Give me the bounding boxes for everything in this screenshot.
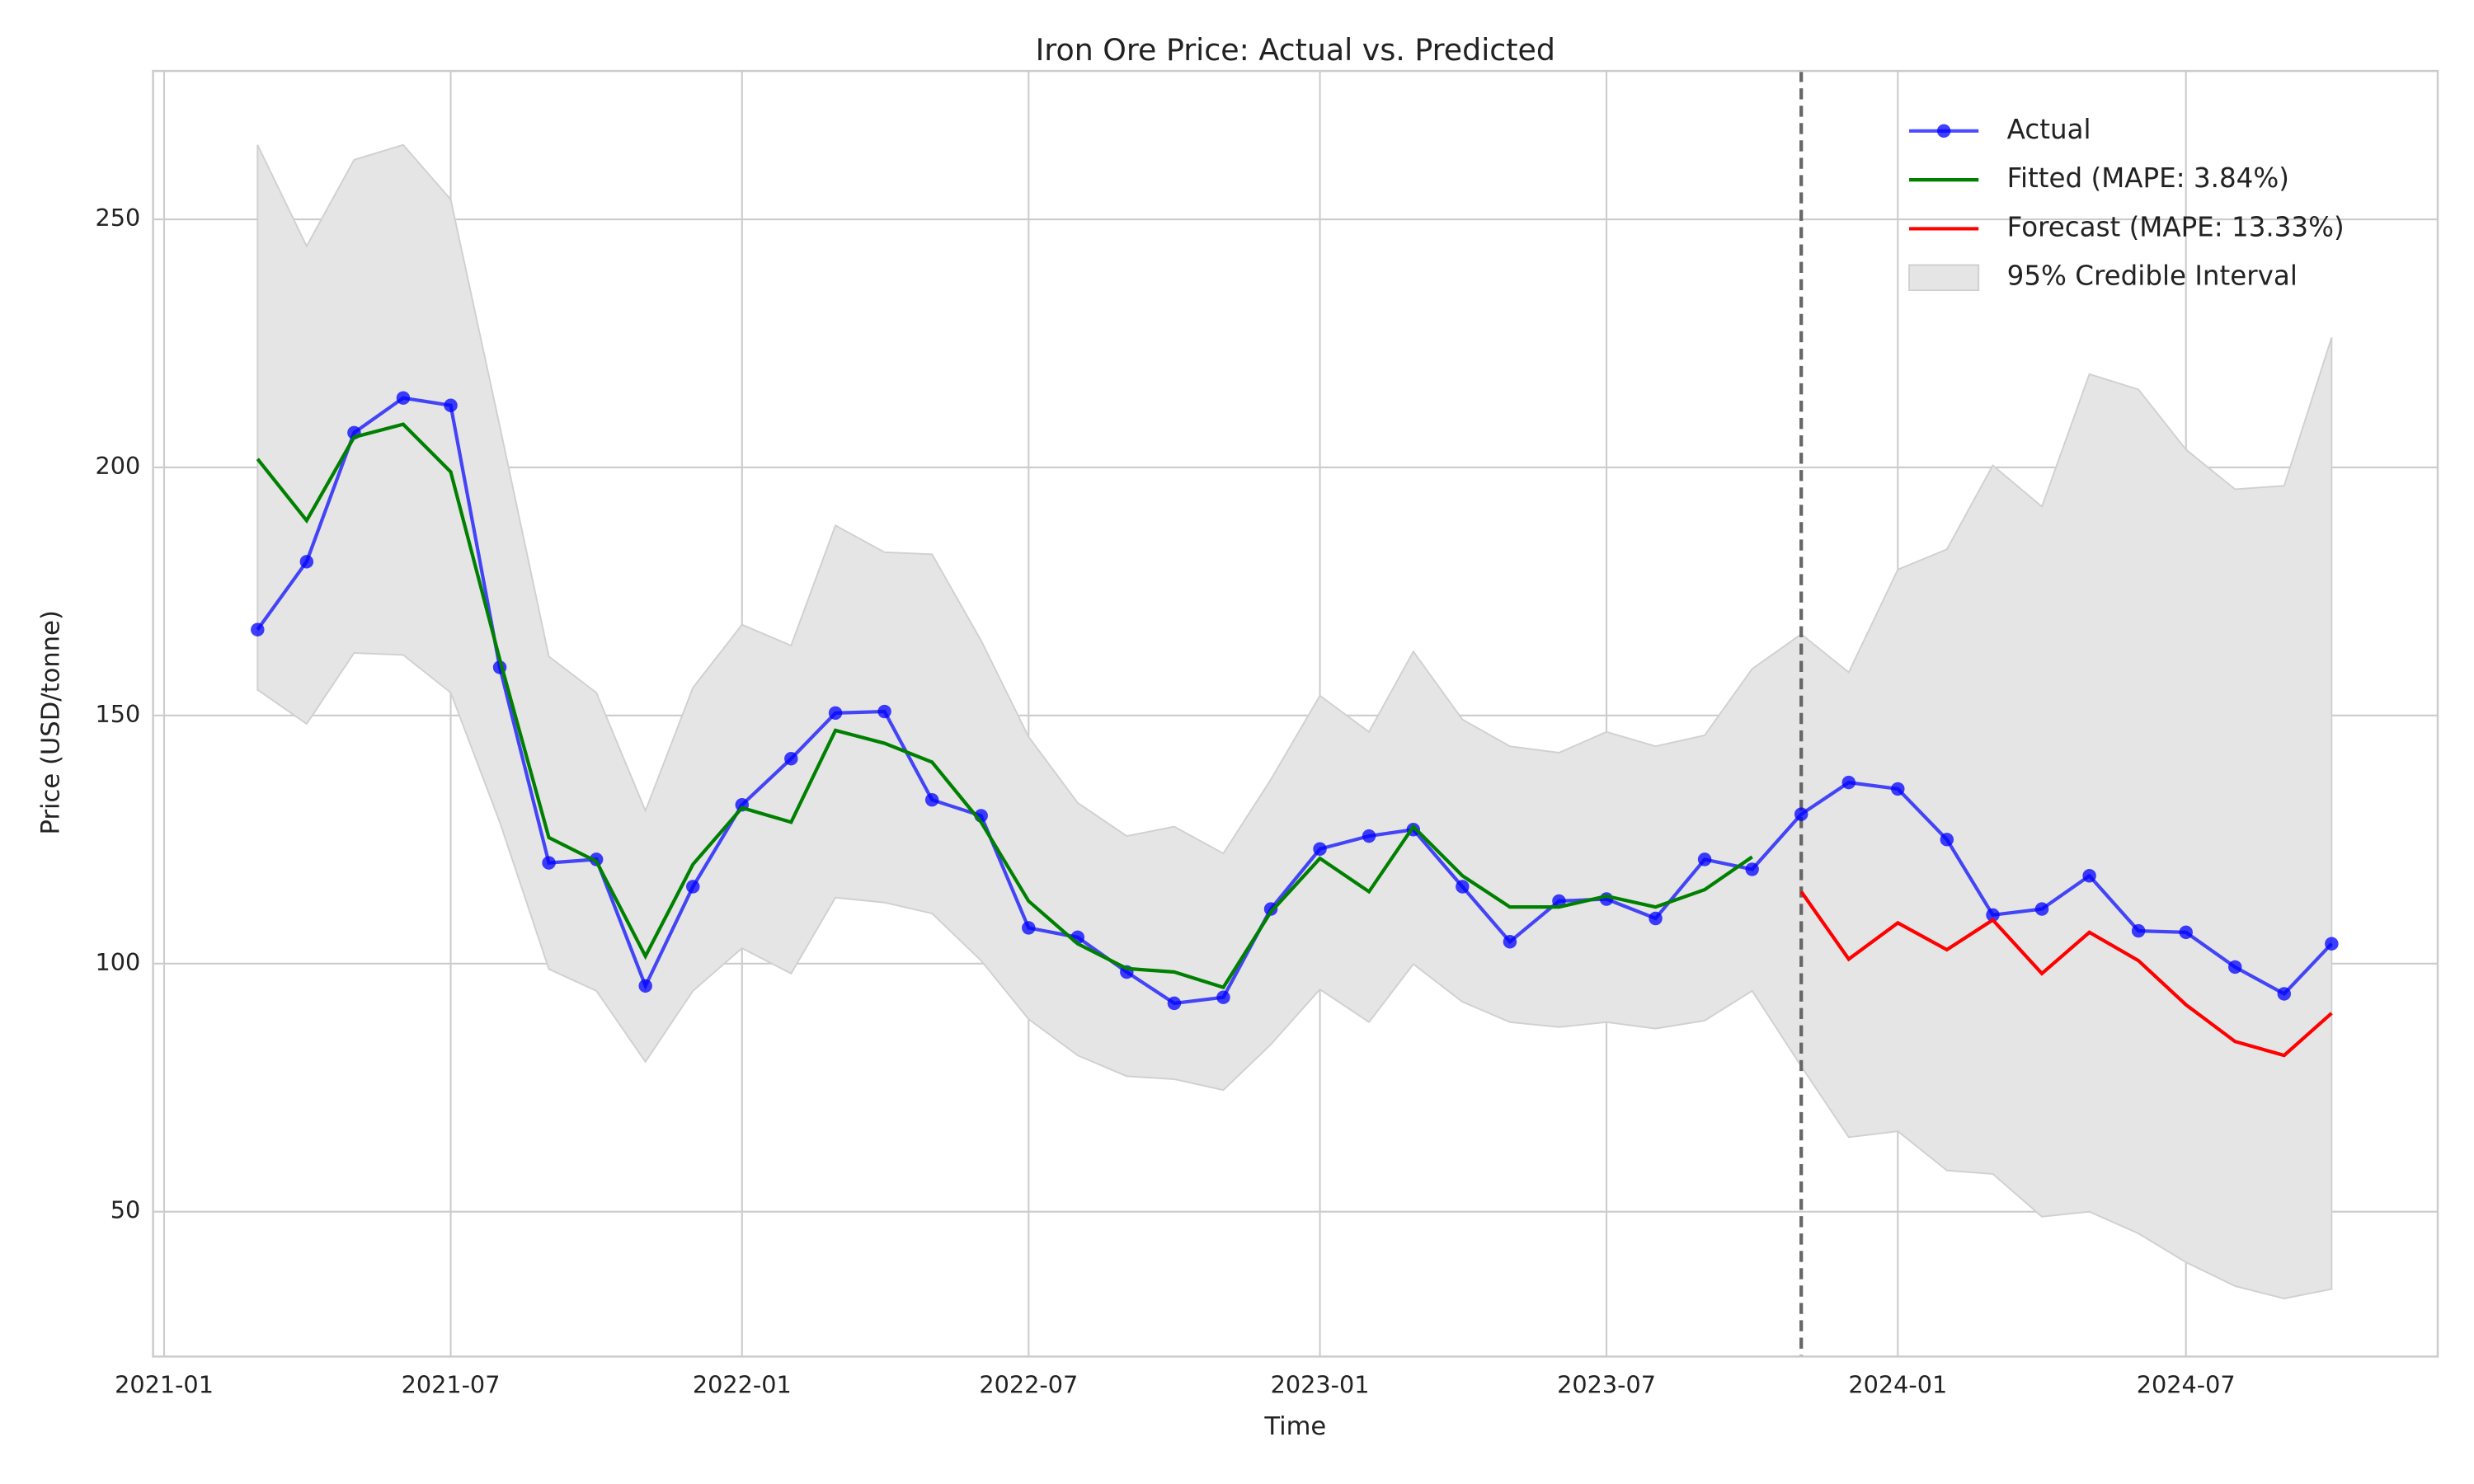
y-axis-label: Price (USD/tonne): [37, 610, 66, 834]
data-point: [2179, 925, 2193, 940]
data-point: [1313, 842, 1327, 856]
data-point: [542, 856, 556, 870]
y-tick-label: 150: [96, 700, 141, 728]
data-point: [2228, 960, 2242, 974]
legend-label: 95% Credible Interval: [2007, 261, 2298, 292]
data-point: [1216, 990, 1230, 1004]
data-point: [299, 555, 314, 569]
plot-frame: [152, 69, 2439, 1358]
data-point: [1940, 833, 1954, 847]
y-tick-label: 100: [96, 948, 141, 976]
y-tick-label: 250: [96, 204, 141, 232]
data-point: [1841, 775, 1856, 790]
legend-label: Forecast (MAPE: 13.33%): [2007, 211, 2345, 242]
data-point: [1263, 902, 1278, 916]
data-point: [1649, 911, 1663, 926]
data-point: [2131, 923, 2146, 938]
data-point: [1891, 782, 1905, 796]
data-point: [1697, 852, 1712, 866]
data-point: [2325, 937, 2339, 951]
series-line: [1799, 890, 2333, 1058]
data-point: [924, 792, 939, 807]
data-point: [1745, 862, 1759, 876]
data-point: [686, 880, 700, 894]
data-point: [2082, 869, 2096, 883]
data-point: [396, 391, 411, 405]
data-point: [1362, 829, 1376, 843]
data-point: [589, 852, 604, 866]
data-point: [1167, 996, 1182, 1011]
data-point: [2034, 902, 2049, 916]
x-tick-label: 2022-07: [979, 1371, 1078, 1399]
data-point: [1794, 807, 1808, 821]
legend-swatch: [1908, 264, 1980, 291]
data-point: [1503, 935, 1517, 949]
legend-label: Actual: [2007, 114, 2091, 145]
x-tick-label: 2023-01: [1271, 1371, 1370, 1399]
x-tick-label: 2022-01: [693, 1371, 792, 1399]
y-tick-label: 50: [111, 1196, 141, 1224]
y-tick-label: 200: [96, 452, 141, 480]
data-point: [251, 622, 265, 636]
legend-marker: [1936, 124, 1951, 139]
series-line: [256, 422, 1753, 990]
data-point: [638, 979, 652, 993]
data-point: [1552, 894, 1566, 909]
x-tick-label: 2024-01: [1848, 1371, 1947, 1399]
x-tick-label: 2021-07: [402, 1371, 501, 1399]
data-point: [1456, 880, 1470, 894]
data-point: [1022, 921, 1036, 935]
data-point: [877, 704, 891, 719]
data-point: [444, 398, 458, 412]
x-tick-label: 2021-01: [115, 1371, 214, 1399]
data-point: [784, 751, 798, 766]
chart-title: Iron Ore Price: Actual vs. Predicted: [1036, 32, 1555, 68]
credible-interval: [256, 143, 2333, 1299]
data-point: [828, 706, 843, 721]
x-tick-label: 2024-07: [2137, 1371, 2236, 1399]
data-point: [2277, 987, 2291, 1001]
legend-label: Fitted (MAPE: 3.84%): [2007, 162, 2289, 194]
data-point: [1986, 908, 2000, 923]
x-axis-label: Time: [1263, 1412, 1326, 1441]
x-tick-label: 2023-07: [1557, 1371, 1656, 1399]
